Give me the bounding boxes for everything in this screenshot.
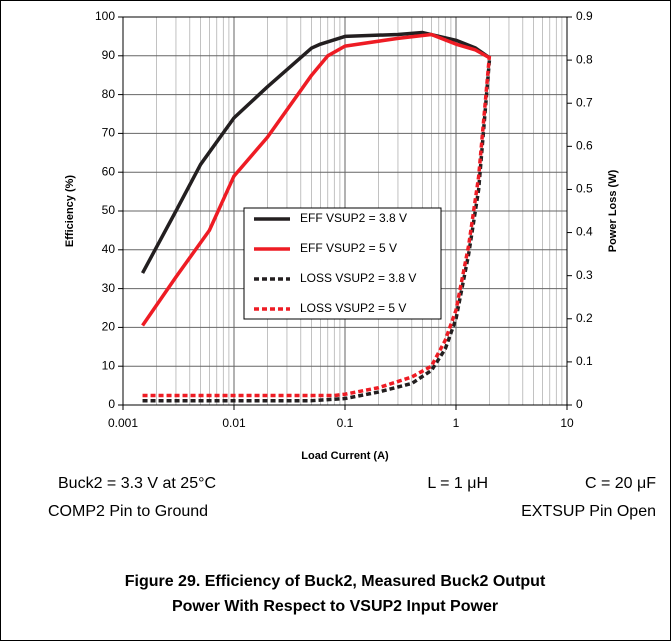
legend-label: EFF VSUP2 = 5 V xyxy=(300,241,397,255)
x-tick-label: 1 xyxy=(453,416,460,430)
y-tick-label: 20 xyxy=(102,320,116,334)
annotation: Buck2 = 3.3 V at 25°C xyxy=(58,475,216,492)
legend-label: LOSS VSUP2 = 3.8 V xyxy=(300,271,416,285)
y-tick-label: 80 xyxy=(102,87,116,101)
y-tick-label: 10 xyxy=(102,358,116,372)
annotation: L = 1 μH xyxy=(427,475,488,492)
y-tick-label: 40 xyxy=(102,242,116,256)
caption: Power With Respect to VSUP2 Input Power xyxy=(172,598,498,615)
legend-label: EFF VSUP2 = 3.8 V xyxy=(300,211,407,225)
y-axis-label: Efficiency (%) xyxy=(64,175,76,247)
x-tick-label: 10 xyxy=(560,416,574,430)
annotation: EXTSUP Pin Open xyxy=(521,503,656,520)
x-tick-label: 0.1 xyxy=(337,416,354,430)
legend-box xyxy=(243,207,442,320)
y2-axis-label: Power Loss (W) xyxy=(607,169,619,252)
y2-tick-label: 0.5 xyxy=(576,182,593,196)
y2-tick-label: 0.6 xyxy=(576,139,593,153)
annotation: C = 20 μF xyxy=(585,475,656,492)
y-tick-label: 90 xyxy=(102,48,116,62)
y2-tick-label: 0.2 xyxy=(576,311,593,325)
y2-tick-label: 0.9 xyxy=(576,9,593,23)
y-tick-label: 60 xyxy=(102,164,116,178)
caption: Figure 29. Efficiency of Buck2, Measured… xyxy=(125,573,546,590)
y-tick-label: 100 xyxy=(95,9,115,23)
series-line xyxy=(142,55,492,398)
y2-tick-label: 0.3 xyxy=(576,268,593,282)
y2-tick-label: 0.7 xyxy=(576,95,593,109)
y-tick-label: 70 xyxy=(102,126,116,140)
y2-tick-label: 0.8 xyxy=(576,52,593,66)
x-tick-label: 0.01 xyxy=(222,416,246,430)
y-tick-label: 0 xyxy=(108,397,115,411)
y2-tick-label: 0.4 xyxy=(576,225,593,239)
y-tick-label: 50 xyxy=(102,203,116,217)
series-line xyxy=(141,30,491,274)
x-tick-label: 0.001 xyxy=(108,416,138,430)
series-line xyxy=(141,32,491,327)
x-axis-label: Load Current (A) xyxy=(301,450,389,462)
y2-tick-label: 0.1 xyxy=(576,354,593,368)
annotation: COMP2 Pin to Ground xyxy=(48,503,208,520)
y-tick-label: 30 xyxy=(102,281,116,295)
legend-label: LOSS VSUP2 = 5 V xyxy=(300,301,406,315)
plot-border xyxy=(122,16,568,406)
y2-tick-label: 0 xyxy=(576,397,583,411)
